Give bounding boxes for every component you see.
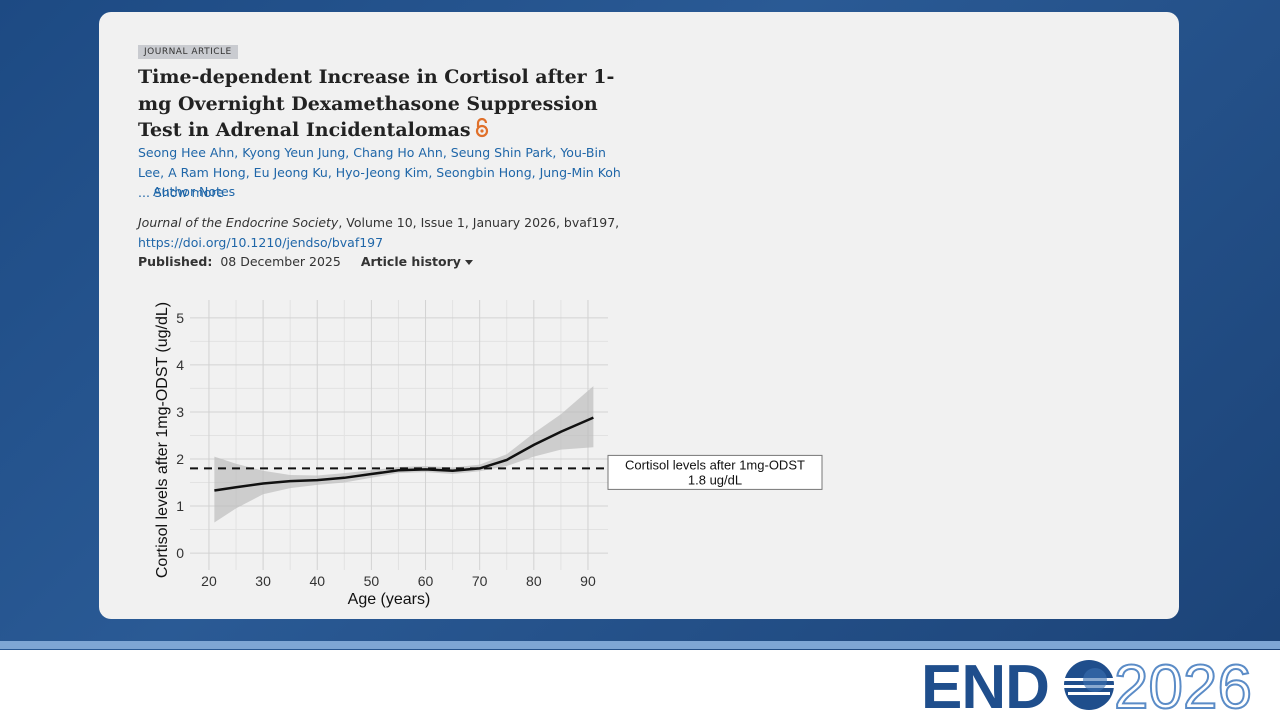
confidence-band bbox=[214, 386, 594, 523]
author-list: Seong Hee Ahn, Kyong Yeun Jung, Chang Ho… bbox=[138, 143, 628, 203]
logo-globe bbox=[1064, 660, 1114, 710]
line bbox=[214, 416, 594, 492]
article-history-label: Article history bbox=[360, 254, 461, 269]
article-card bbox=[99, 12, 1179, 619]
author-notes-link[interactable]: Author Notes bbox=[153, 184, 236, 199]
article-title: Time-dependent Increase in Cortisol afte… bbox=[138, 64, 628, 144]
x-tick-label: 50 bbox=[364, 573, 380, 589]
annotation-box bbox=[607, 454, 823, 490]
published-date: 08 December 2025 bbox=[220, 254, 341, 269]
x-tick-label: 70 bbox=[472, 573, 488, 589]
y-tick-label: 4 bbox=[176, 357, 184, 373]
y-tick-label: 1 bbox=[176, 498, 184, 514]
y-tick-label: 3 bbox=[176, 404, 184, 420]
citation: Journal of the Endocrine Society, Volume… bbox=[138, 213, 638, 253]
y-tick-label: 0 bbox=[176, 545, 184, 561]
x-tick-label: 60 bbox=[418, 573, 434, 589]
chart: 20 30 40 50 60 70 80 90 0 1 2 3 4 5 Age (years) Cortiso… bbox=[154, 300, 823, 608]
y-tick-label: 2 bbox=[176, 451, 184, 467]
publication-info: Published: 08 December 2025 Article histo… bbox=[138, 254, 474, 269]
x-tick-label: 80 bbox=[526, 573, 542, 589]
citation-details: , Volume 10, Issue 1, January 2026, bvaf… bbox=[338, 215, 620, 230]
authors[interactable]: Seong Hee Ahn, Kyong Yeun Jung, Chang Ho… bbox=[138, 145, 621, 200]
doi-link[interactable]: https://doi.org/10.1210/jendso/bvaf197 bbox=[138, 235, 384, 250]
article-history-toggle[interactable]: Article history bbox=[360, 254, 474, 269]
show-more-link[interactable]: Show more bbox=[153, 185, 224, 200]
annotation-text: 1.8 ug/dL bbox=[688, 472, 742, 487]
x-tick-label: 20 bbox=[201, 573, 217, 589]
journal-name: Journal of the Endocrine Society bbox=[138, 215, 339, 230]
y-tick-label: 5 bbox=[176, 310, 184, 326]
x-tick-label: 30 bbox=[255, 573, 271, 589]
dropdown-arrow bbox=[465, 260, 474, 265]
published-label: Published: bbox=[138, 254, 213, 269]
x-tick-label: 40 bbox=[309, 573, 325, 589]
article-type-badge: JOURNAL ARTICLE bbox=[138, 45, 238, 59]
title-text: Time-dependent Increase in Cortisol afte… bbox=[138, 66, 615, 141]
x-axis-title: Age (years) bbox=[348, 591, 431, 608]
logo-year: 2026 bbox=[1113, 652, 1253, 720]
footer-stripe bbox=[0, 641, 1280, 649]
x-tick-label: 90 bbox=[580, 573, 596, 589]
annotation-text: Cortisol levels after 1mg-ODST bbox=[625, 457, 805, 472]
logo-name: END bbox=[921, 653, 1050, 720]
open-access-icon bbox=[475, 118, 488, 138]
y-axis-title: Cortisol levels after 1mg-ODST (ug/dL) bbox=[154, 302, 171, 578]
